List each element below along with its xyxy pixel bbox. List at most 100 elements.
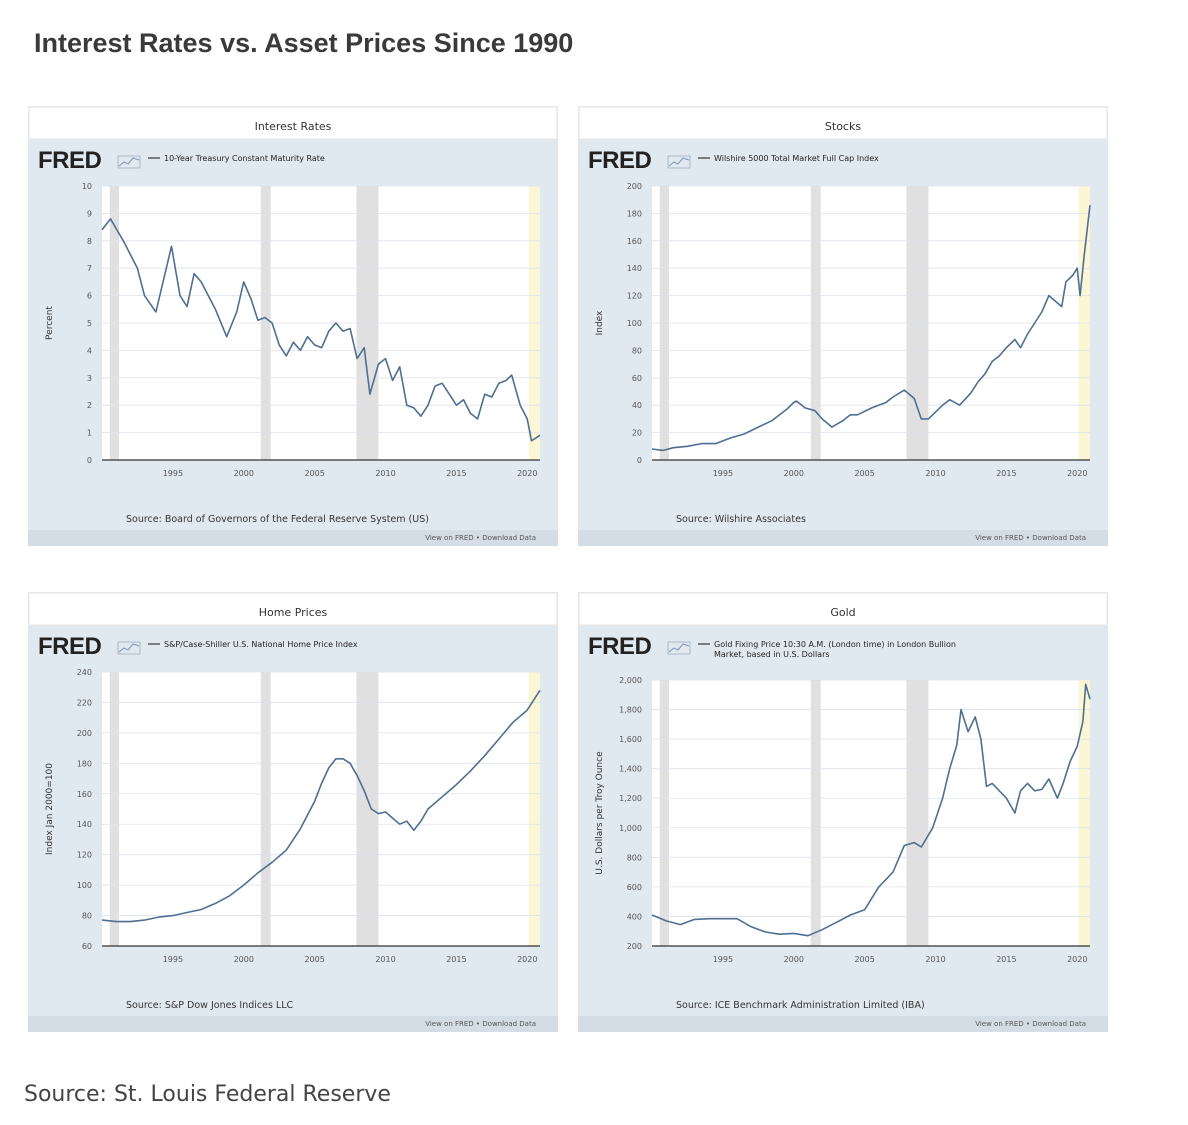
y-tick-label: 240: [77, 668, 92, 677]
chart-svg: Stocks FRED Wilshire 5000 Total Market Ful…: [578, 106, 1108, 546]
source-label: Source: Board of Governors of the Federa…: [126, 514, 429, 525]
y-tick-label: 5: [87, 319, 92, 328]
panel-title-strip: [578, 106, 1108, 140]
panel-title-strip: [578, 592, 1108, 626]
panel-title-strip: [28, 106, 558, 140]
y-tick-label: 6: [87, 292, 92, 301]
fred-icon-line: [668, 643, 690, 653]
y-axis-label: Percent: [45, 306, 55, 340]
y-axis-label: U.S. Dollars per Troy Ounce: [595, 751, 605, 875]
series-line: [651, 205, 1091, 452]
x-tick-label: 2010: [925, 955, 945, 964]
fred-icon-frame: [667, 155, 691, 169]
x-tick-label: 1995: [713, 955, 733, 964]
y-tick-label: 60: [632, 374, 642, 383]
chart-svg: Gold FRED Gold Fixing Price 10:30 A.M. (Lo…: [578, 592, 1108, 1032]
y-tick-label: 4: [87, 346, 92, 355]
fred-icon-line: [118, 643, 140, 653]
y-tick-label: 2,000: [619, 676, 642, 685]
chart-panel-gold: Gold FRED Gold Fixing Price 10:30 A.M. (Lo…: [578, 592, 1108, 1032]
fred-icon-line: [118, 157, 140, 167]
y-tick-label: 160: [77, 790, 92, 799]
y-tick-label: 7: [87, 264, 92, 273]
page-title: Interest Rates vs. Asset Prices Since 19…: [34, 28, 574, 58]
recession-band: [109, 672, 120, 946]
y-tick-label: 1,200: [619, 794, 642, 803]
x-tick-label: 2020: [517, 955, 537, 964]
y-tick-label: 180: [77, 759, 92, 768]
recession-band: [260, 672, 271, 946]
x-tick-label: 2005: [854, 955, 874, 964]
series-line: [101, 689, 541, 923]
panel-title: Home Prices: [259, 606, 328, 619]
y-tick-label: 60: [82, 942, 92, 951]
x-tick-label: 2000: [234, 955, 254, 964]
y-tick-label: 800: [627, 853, 642, 862]
x-tick-label: 1995: [163, 955, 183, 964]
latest-period-highlight: [528, 672, 540, 946]
x-tick-label: 2015: [996, 955, 1016, 964]
fred-graph-icon: [117, 641, 141, 655]
series-line: [651, 683, 1091, 937]
y-tick-label: 200: [77, 729, 92, 738]
fred-logo: FRED: [38, 633, 102, 660]
footer-bar: [28, 530, 558, 546]
source-label: Source: ICE Benchmark Administration Lim…: [676, 1000, 925, 1011]
fred-graph-icon: [667, 155, 691, 169]
recession-band: [906, 680, 929, 946]
x-tick-label: 2010: [925, 469, 945, 478]
footer-bar: [578, 530, 1108, 546]
y-tick-label: 220: [77, 698, 92, 707]
chart-panel-home-prices: Home Prices FRED S&P/Case-Shiller U.S. Nat…: [28, 592, 558, 1032]
y-tick-label: 140: [77, 820, 92, 829]
x-tick-label: 2015: [446, 469, 466, 478]
y-tick-label: 8: [87, 237, 92, 246]
y-tick-label: 400: [627, 912, 642, 921]
y-tick-label: 2: [87, 401, 92, 410]
x-tick-label: 2020: [517, 469, 537, 478]
plot-area: [652, 680, 1090, 946]
y-tick-label: 80: [82, 912, 92, 921]
legend-label: S&P/Case-Shiller U.S. National Home Pric…: [164, 640, 358, 649]
y-tick-label: 600: [627, 883, 642, 892]
page-source-note: Source: St. Louis Federal Reserve: [24, 1082, 391, 1107]
panel-title: Gold: [830, 606, 855, 619]
y-tick-label: 1,000: [619, 824, 642, 833]
fred-graph-icon: [117, 155, 141, 169]
legend-label: Gold Fixing Price 10:30 A.M. (London tim…: [714, 640, 956, 649]
recession-band: [810, 680, 821, 946]
x-tick-label: 2000: [784, 469, 804, 478]
fred-logo: FRED: [588, 633, 652, 660]
y-tick-label: 140: [627, 264, 642, 273]
y-tick-label: 120: [77, 851, 92, 860]
y-tick-label: 200: [627, 942, 642, 951]
footer-bar: [28, 1016, 558, 1032]
y-tick-label: 160: [627, 237, 642, 246]
legend-label: Wilshire 5000 Total Market Full Cap Inde…: [714, 154, 879, 163]
x-tick-label: 2005: [854, 469, 874, 478]
y-tick-label: 0: [637, 456, 642, 465]
fred-icon-frame: [117, 155, 141, 169]
x-tick-label: 2015: [446, 955, 466, 964]
y-axis-label: Index: [595, 310, 605, 335]
footer-links: View on FRED • Download Data: [425, 1020, 536, 1028]
x-tick-label: 2005: [304, 469, 324, 478]
y-tick-label: 100: [627, 319, 642, 328]
x-tick-label: 2000: [784, 955, 804, 964]
fred-graph-icon: [667, 641, 691, 655]
y-tick-label: 40: [632, 401, 642, 410]
x-tick-label: 2005: [304, 955, 324, 964]
footer-links: View on FRED • Download Data: [975, 534, 1086, 542]
panel-title: Stocks: [825, 120, 861, 133]
y-tick-label: 180: [627, 209, 642, 218]
source-label: Source: Wilshire Associates: [676, 514, 806, 525]
y-tick-label: 10: [82, 182, 92, 191]
footer-links: View on FRED • Download Data: [425, 534, 536, 542]
y-tick-label: 200: [627, 182, 642, 191]
footer-bar: [578, 1016, 1108, 1032]
y-tick-label: 3: [87, 374, 92, 383]
x-tick-label: 2015: [996, 469, 1016, 478]
recession-band: [659, 680, 670, 946]
chart-svg: Interest Rates FRED 10-Year Treasury Const…: [28, 106, 558, 546]
y-tick-label: 1,600: [619, 735, 642, 744]
